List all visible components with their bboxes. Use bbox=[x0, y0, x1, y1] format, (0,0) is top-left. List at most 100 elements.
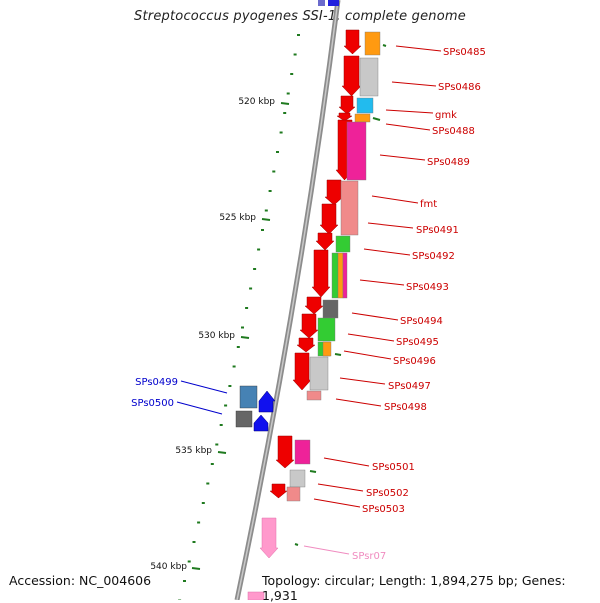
gene-label-sps0498[interactable]: SPs0498 bbox=[384, 402, 427, 413]
gene-label-sps0497[interactable]: SPs0497 bbox=[388, 381, 431, 392]
minor-tick-dots bbox=[178, 34, 300, 600]
connector-sps0502 bbox=[317, 483, 364, 492]
tick-label-520: 520 kbp bbox=[238, 97, 275, 107]
gene-label-fmt[interactable]: fmt bbox=[420, 199, 437, 210]
minor-tick-dot bbox=[232, 365, 236, 368]
feature-sps0495 bbox=[317, 317, 336, 342]
feature-sps0488 bbox=[354, 113, 371, 123]
gene-arrow-sps0492 bbox=[315, 232, 335, 251]
gene-partial-top bbox=[318, 0, 325, 6]
gene-label-sps0488[interactable]: SPs0488 bbox=[432, 126, 475, 137]
connector-sps0489 bbox=[379, 154, 426, 161]
connector-gmk bbox=[385, 109, 434, 114]
major-tick bbox=[191, 567, 201, 570]
connector-sps0485 bbox=[395, 45, 442, 52]
gene-arrow-sps0496 bbox=[296, 337, 316, 353]
feature-sps0503 bbox=[286, 486, 301, 502]
gene-arrow-gmk bbox=[338, 95, 356, 115]
feature-tick bbox=[372, 117, 381, 121]
gene-arrow-sps0485 bbox=[343, 29, 362, 55]
feature-sps0493a bbox=[331, 252, 339, 299]
gene-partial-top bbox=[328, 0, 339, 6]
outer-ring-features bbox=[286, 31, 381, 502]
feature-ticks bbox=[294, 44, 387, 546]
feature-tick bbox=[382, 44, 387, 47]
gene-label-sps0486[interactable]: SPs0486 bbox=[438, 82, 481, 93]
feature-sps0494 bbox=[322, 299, 339, 319]
connector-sps0501 bbox=[323, 457, 370, 467]
gene-arrow-sps0494 bbox=[304, 296, 324, 315]
feature-sps0497 bbox=[309, 356, 329, 391]
reverse-strand-genes bbox=[235, 385, 276, 432]
gene-label-sps0500[interactable]: SPs0500 bbox=[131, 398, 174, 409]
gene-label-sps0494[interactable]: SPs0494 bbox=[400, 316, 443, 327]
gene-label-sps0495[interactable]: SPs0495 bbox=[396, 337, 439, 348]
feature-sps0492 bbox=[335, 235, 351, 253]
gene-label-sps0501[interactable]: SPs0501 bbox=[372, 462, 415, 473]
gene-label-sps0496[interactable]: SPs0496 bbox=[393, 356, 436, 367]
gene-label-sps0493[interactable]: SPs0493 bbox=[406, 282, 449, 293]
minor-tick-dot bbox=[272, 170, 276, 173]
tick-label-540: 540 kbp bbox=[150, 562, 187, 572]
topology-text: Topology: circular; Length: 1,894,275 bp… bbox=[262, 573, 566, 603]
gene-arrow-sps0497 bbox=[292, 352, 312, 391]
map-title: Streptococcus pyogenes SSI-1, complete g… bbox=[134, 9, 466, 24]
gene-label-sps0492[interactable]: SPs0492 bbox=[412, 251, 455, 262]
minor-tick-dot bbox=[201, 502, 205, 504]
major-tick bbox=[240, 336, 250, 339]
tick-label-535: 535 kbp bbox=[175, 446, 212, 456]
minor-tick-dot bbox=[261, 229, 264, 231]
minor-tick-dot bbox=[279, 131, 283, 134]
minor-tick-dot bbox=[241, 326, 244, 329]
feature-tick bbox=[309, 470, 317, 473]
minor-tick-dot bbox=[257, 248, 261, 251]
gene-label-gmk[interactable]: gmk bbox=[435, 110, 457, 121]
gene-label-sps0489[interactable]: SPs0489 bbox=[427, 157, 470, 168]
gene-label-sps0485[interactable]: SPs0485 bbox=[443, 47, 486, 58]
feature-tick bbox=[294, 543, 299, 546]
connector-spsr07 bbox=[303, 545, 350, 555]
gene-label-sps0502[interactable]: SPs0502 bbox=[366, 488, 409, 499]
gene-arrow-sps0501 bbox=[275, 435, 295, 469]
rna-arrow-spsr07 bbox=[259, 517, 279, 559]
minor-tick-dot bbox=[183, 580, 186, 582]
gene-label-spsr07[interactable]: SPsr07 bbox=[352, 551, 386, 562]
feature-sps0502 bbox=[289, 469, 306, 488]
gene-arrow-sps0500 bbox=[253, 414, 269, 432]
minor-tick-dot bbox=[253, 268, 257, 270]
gene-label-sps0491[interactable]: SPs0491 bbox=[416, 225, 459, 236]
gene-arrow-sps0486 bbox=[341, 55, 362, 97]
minor-tick-dot bbox=[197, 521, 201, 524]
feature-sps0489 bbox=[346, 121, 367, 181]
minor-tick-dot bbox=[297, 34, 300, 36]
minor-tick-dot bbox=[276, 151, 279, 153]
connector-sps0499 bbox=[180, 380, 228, 394]
gene-arrow-sps0491 bbox=[319, 203, 339, 235]
minor-tick-dot bbox=[283, 112, 287, 114]
gene-arrow-sps0488 bbox=[336, 112, 353, 122]
connector-fmt bbox=[371, 195, 419, 204]
gene-label-sps0499[interactable]: SPs0499 bbox=[135, 377, 178, 388]
feature-fmt bbox=[340, 180, 359, 236]
connector-sps0494 bbox=[351, 312, 399, 321]
minor-tick-dot bbox=[245, 307, 249, 309]
connector-sps0497 bbox=[339, 377, 386, 385]
minor-tick-dot bbox=[228, 385, 232, 387]
scale-ticks: 520 kbp 525 kbp 530 kbp 535 kbp 540 kbp bbox=[150, 97, 290, 572]
connector-sps0503 bbox=[313, 498, 361, 508]
major-tick bbox=[217, 451, 227, 454]
feature-sps0499 bbox=[239, 385, 258, 409]
gene-arrow-sps0502 bbox=[269, 483, 288, 499]
gene-arrow-sps0493 bbox=[311, 249, 331, 298]
connector-sps0488 bbox=[385, 123, 431, 131]
feature-sps0498 bbox=[306, 390, 322, 401]
accession-text: Accession: NC_004606 bbox=[9, 573, 152, 588]
connector-sps0493 bbox=[359, 279, 405, 286]
minor-tick-dot bbox=[286, 92, 290, 95]
gene-label-sps0503[interactable]: SPs0503 bbox=[362, 504, 405, 515]
gene-arrow-sps0495 bbox=[299, 313, 319, 339]
major-tick bbox=[280, 102, 290, 105]
minor-tick-dot bbox=[192, 541, 196, 543]
feature-sps0501 bbox=[294, 439, 311, 465]
